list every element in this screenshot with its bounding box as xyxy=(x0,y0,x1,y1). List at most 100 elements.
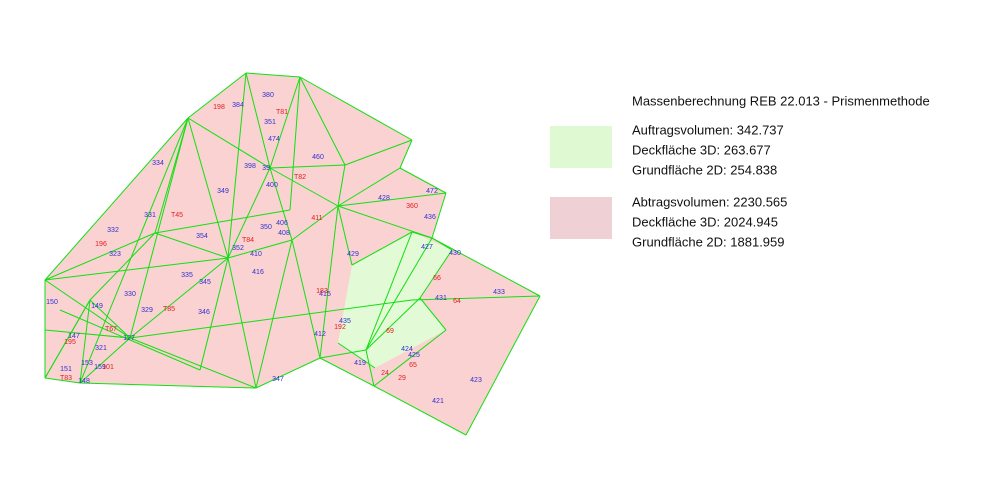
point-label: 472 xyxy=(426,188,438,195)
edge xyxy=(337,192,447,207)
marker-label: 66 xyxy=(433,275,441,282)
edge xyxy=(399,139,413,169)
edge xyxy=(431,237,541,297)
point-label: 412 xyxy=(314,331,326,338)
edge xyxy=(269,164,346,169)
point-label: 428 xyxy=(378,195,390,202)
marker-label: 65 xyxy=(409,362,417,369)
point-label: 380 xyxy=(262,92,274,99)
edge xyxy=(351,231,413,266)
marker-label: T84 xyxy=(242,237,254,244)
point-label: 352 xyxy=(232,245,244,252)
point-label: 400 xyxy=(266,182,278,189)
edge xyxy=(199,257,229,371)
edge xyxy=(365,349,375,387)
point-label: 347 xyxy=(272,376,284,383)
edge xyxy=(431,192,447,239)
cut-swatch xyxy=(550,197,612,239)
point-label: 321 xyxy=(95,345,107,352)
edge xyxy=(319,357,375,387)
edge xyxy=(291,205,339,241)
marker-label: T67 xyxy=(105,326,117,333)
edge xyxy=(373,385,467,436)
edge xyxy=(79,382,257,389)
edge xyxy=(289,76,301,211)
marker-label: 198 xyxy=(213,104,225,111)
point-label: 331 xyxy=(144,212,156,219)
marker-label: 360 xyxy=(406,203,418,210)
edge xyxy=(44,329,131,339)
edge xyxy=(245,72,271,169)
edge xyxy=(465,295,541,436)
point-label: 153 xyxy=(81,360,93,367)
edge xyxy=(365,231,413,351)
point-label: 421 xyxy=(432,398,444,405)
edge xyxy=(269,76,301,169)
edge xyxy=(269,167,293,241)
point-label: 151 xyxy=(60,366,72,373)
point-label: 427 xyxy=(421,244,433,251)
point-label: 423 xyxy=(470,377,482,384)
edge xyxy=(154,232,229,259)
edge xyxy=(89,299,131,339)
point-label: 384 xyxy=(232,102,244,109)
point-label: 150 xyxy=(46,299,58,306)
marker-label: 64 xyxy=(453,298,461,305)
point-label: 460 xyxy=(312,154,324,161)
point-label: 351 xyxy=(264,119,276,126)
fill-swatch xyxy=(550,126,612,168)
edge xyxy=(255,239,293,389)
edge xyxy=(227,257,257,389)
marker-label: 196 xyxy=(95,241,107,248)
point-label: 406 xyxy=(276,220,288,227)
edge xyxy=(431,237,453,251)
cut-surface-3d: Deckfläche 3D: 2024.945 xyxy=(632,214,778,229)
triangle-edges xyxy=(44,72,541,436)
edge xyxy=(187,117,271,169)
edge xyxy=(299,76,413,141)
point-label: 416 xyxy=(252,269,264,276)
edge xyxy=(44,257,229,281)
edge xyxy=(79,117,189,384)
edge xyxy=(337,167,401,207)
edge xyxy=(399,167,447,194)
marker-label: T45 xyxy=(171,212,183,219)
edge xyxy=(129,299,413,339)
point-label: 127 xyxy=(123,335,135,342)
edge xyxy=(365,297,421,351)
marker-label: 411 xyxy=(311,215,322,222)
marker-label: T83 xyxy=(60,375,72,382)
edge xyxy=(44,117,189,281)
point-label: 39 xyxy=(262,165,270,172)
edge xyxy=(129,337,257,389)
point-label: 329 xyxy=(141,307,153,314)
edge xyxy=(129,117,189,339)
point-label: 425 xyxy=(408,352,420,359)
point-label: 323 xyxy=(109,251,121,258)
edge xyxy=(373,329,447,387)
edge xyxy=(154,117,189,234)
edge xyxy=(419,297,447,331)
edge xyxy=(299,76,346,166)
edge xyxy=(344,139,413,166)
fill-surface-2d: Grundfläche 2D: 254.838 xyxy=(632,162,777,177)
edge xyxy=(255,357,321,389)
edge xyxy=(44,232,156,281)
edge xyxy=(79,337,131,384)
point-label: 330 xyxy=(124,291,136,298)
edge xyxy=(227,72,247,259)
point-label: 433 xyxy=(493,289,505,296)
edge xyxy=(129,257,229,339)
edge xyxy=(365,237,433,351)
marker-label: T81 xyxy=(276,109,288,116)
point-label: 415 xyxy=(319,291,331,298)
edge xyxy=(319,349,367,359)
marker-label: T85 xyxy=(163,306,175,313)
point-label: 435 xyxy=(339,318,351,325)
cut-volume: Abtragsvolumen: 2230.565 xyxy=(632,194,787,209)
point-label: 159 xyxy=(94,364,106,371)
edge xyxy=(269,167,339,207)
edge xyxy=(79,299,91,384)
